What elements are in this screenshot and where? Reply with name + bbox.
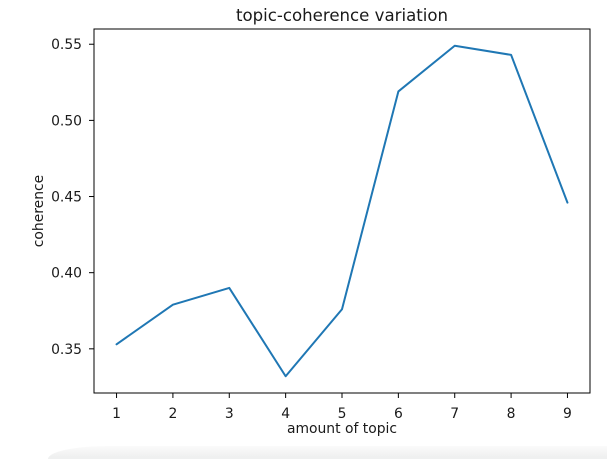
x-tick-label: 3	[225, 406, 234, 422]
y-tick-label: 0.45	[51, 190, 82, 206]
coherence-series-line	[115, 44, 569, 378]
y-axis-label: coherence	[31, 175, 47, 247]
x-tick-label: 1	[112, 406, 121, 422]
window-below-edge	[48, 446, 607, 459]
x-tick-label: 2	[168, 406, 177, 422]
x-tick-label: 8	[507, 406, 516, 422]
x-tick-label: 9	[563, 406, 572, 422]
chart-title: topic-coherence variation	[236, 6, 448, 25]
y-tick-label: 0.55	[51, 37, 82, 53]
y-tick-label: 0.50	[51, 113, 82, 129]
x-tick-label: 4	[281, 406, 290, 422]
y-tick-label: 0.40	[51, 266, 82, 282]
x-axis-label: amount of topic	[287, 421, 397, 437]
plot-spines	[93, 28, 591, 394]
x-tick-label: 7	[450, 406, 459, 422]
x-tick-label: 5	[338, 406, 347, 422]
x-tick-label: 6	[394, 406, 403, 422]
y-tick-label: 0.35	[51, 342, 82, 358]
plot-area: 1 2 3 4 5 6 7 8 9 0.35 0.40 0.45 0.50 0.55	[51, 28, 591, 422]
